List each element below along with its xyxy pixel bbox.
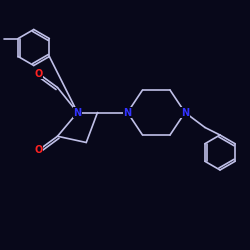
Text: N: N <box>74 108 82 118</box>
Text: N: N <box>181 108 189 118</box>
Text: O: O <box>34 145 43 155</box>
Text: O: O <box>34 69 43 79</box>
Text: N: N <box>124 108 132 118</box>
